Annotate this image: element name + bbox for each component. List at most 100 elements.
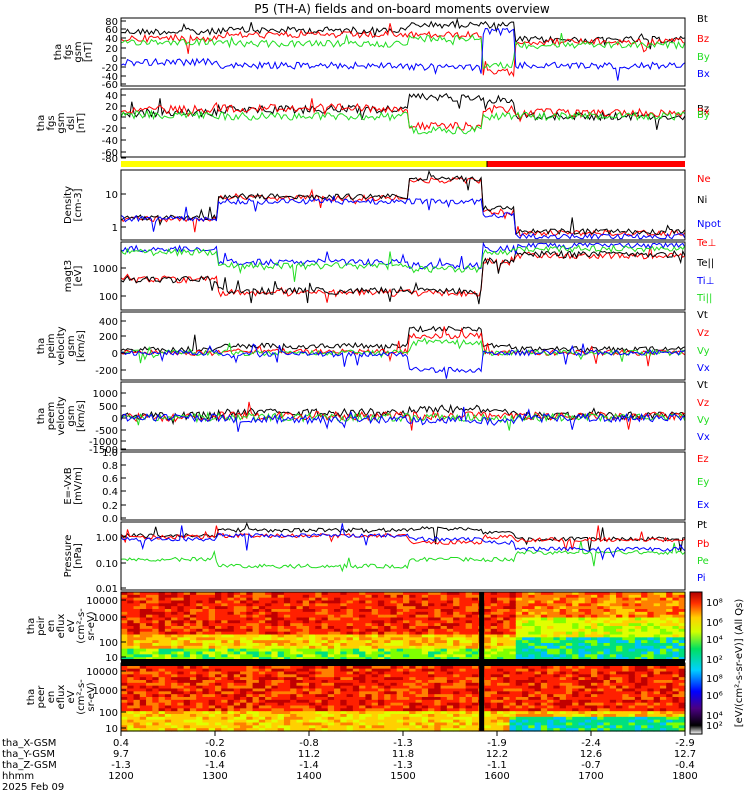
spectrogram-cell xyxy=(189,643,197,647)
spectrogram-cell xyxy=(446,702,454,707)
spectrogram-cell xyxy=(459,631,467,636)
spectrogram-cell xyxy=(377,603,385,607)
spectrogram-cell xyxy=(252,614,260,619)
spectrogram-cell xyxy=(572,640,580,644)
spectrogram-cell xyxy=(628,657,636,661)
spectrogram-cell xyxy=(540,711,548,715)
spectrogram-cell xyxy=(453,694,460,698)
x-tick-label-x: -1.9 xyxy=(487,738,507,749)
spectrogram-cell xyxy=(446,719,454,724)
spectrogram-cell xyxy=(553,682,561,687)
spectrogram-cell xyxy=(459,623,467,627)
spectrogram-cell xyxy=(321,606,329,610)
spectrogram-cell xyxy=(509,725,517,729)
spectrogram-cell xyxy=(647,691,655,695)
spectrogram-cell xyxy=(547,680,554,684)
spectrogram-cell xyxy=(428,725,435,729)
spectrogram-cell xyxy=(622,719,630,724)
spectrogram-cell xyxy=(152,705,160,709)
spectrogram-cell xyxy=(233,691,241,695)
spectrogram-cell xyxy=(428,623,435,627)
spectrogram-cell xyxy=(390,716,398,721)
x-tick-label-z: -1.4 xyxy=(299,760,319,771)
spectrogram-cell xyxy=(666,702,674,707)
spectrogram-cell xyxy=(428,697,435,701)
spectrogram-cell xyxy=(309,725,316,729)
spectrogram-cell xyxy=(365,640,373,644)
y-axis-label-line: velocity xyxy=(56,326,67,365)
spectrogram-cell xyxy=(271,592,279,596)
spectrogram-cell xyxy=(240,609,247,613)
spectrogram-cell xyxy=(647,697,655,701)
spectrogram-cell xyxy=(403,648,410,653)
spectrogram-cell xyxy=(352,592,360,596)
spectrogram-cell xyxy=(258,651,266,655)
spectrogram-cell xyxy=(597,657,605,661)
spectrogram-cell xyxy=(403,719,410,724)
spectrogram-cell xyxy=(283,645,291,650)
spectrogram-cell xyxy=(559,617,567,621)
spectrogram-cell xyxy=(446,623,454,627)
spectrogram-cell xyxy=(121,611,128,616)
spectrogram-cell xyxy=(672,719,680,724)
spectrogram-cell xyxy=(196,614,204,619)
spectrogram-cell xyxy=(189,697,197,701)
spectrogram-cell xyxy=(540,651,548,655)
spectrogram-cell xyxy=(390,637,398,641)
spectrogram-cell xyxy=(616,705,623,709)
spectrogram-cell xyxy=(471,594,479,599)
spectrogram-cell xyxy=(290,714,298,718)
spectrogram-cell xyxy=(258,665,266,670)
spectrogram-cell xyxy=(315,645,323,650)
spectrogram-cell xyxy=(133,714,141,718)
spectrogram-cell xyxy=(490,645,498,650)
spectrogram-cell xyxy=(565,654,573,658)
spectrogram-cell xyxy=(152,668,160,673)
spectrogram-cell xyxy=(196,694,204,698)
spectrogram-cell xyxy=(271,597,279,602)
spectrogram-cell xyxy=(634,654,642,658)
spectrogram-cell xyxy=(641,634,648,638)
spectrogram-cell xyxy=(152,671,160,675)
spectrogram-cell xyxy=(233,592,241,596)
spectrogram-cell xyxy=(321,643,329,647)
spectrogram-cell xyxy=(428,620,435,624)
x-axis-row-label: tha_Z-GSM xyxy=(2,760,57,771)
spectrogram-cell xyxy=(434,643,442,647)
y-tick-label: 400 xyxy=(99,317,118,328)
spectrogram-cell xyxy=(409,694,417,698)
spectrogram-cell xyxy=(277,603,285,607)
spectrogram-cell xyxy=(302,620,310,624)
spectrogram-cell xyxy=(484,631,492,636)
spectrogram-cell xyxy=(565,594,573,599)
spectrogram-cell xyxy=(497,651,504,655)
spectrogram-cell xyxy=(283,705,291,709)
spectrogram-cell xyxy=(553,677,561,681)
spectrogram-cell xyxy=(522,597,529,602)
spectrogram-cell xyxy=(340,654,348,658)
panel-peer_spectrogram: 10000100010010thapeerenefluxeV(cm²-s-sr-… xyxy=(26,659,686,735)
spectrogram-cell xyxy=(152,728,160,732)
spectrogram-cell xyxy=(490,606,498,610)
spectrogram-cell xyxy=(471,592,479,596)
spectrogram-cell xyxy=(421,603,429,607)
spectrogram-cell xyxy=(390,617,398,621)
spectrogram-cell xyxy=(578,691,586,695)
spectrogram-cell xyxy=(453,620,460,624)
spectrogram-cell xyxy=(215,680,222,684)
spectrogram-cell xyxy=(221,674,229,678)
spectrogram-cell xyxy=(302,711,310,715)
spectrogram-cell xyxy=(271,697,279,701)
spectrogram-cell xyxy=(327,623,335,627)
spectrogram-cell xyxy=(321,631,329,636)
spectrogram-cell xyxy=(121,719,128,724)
spectrogram-cell xyxy=(659,628,667,633)
spectrogram-cell xyxy=(641,651,648,655)
spectrogram-cell xyxy=(503,677,511,681)
spectrogram-cell xyxy=(202,609,210,613)
spectrogram-cell xyxy=(515,694,523,698)
spectrogram-cell xyxy=(509,631,517,636)
spectrogram-cell xyxy=(528,665,536,670)
spectrogram-cell xyxy=(158,603,166,607)
spectrogram-cell xyxy=(553,617,561,621)
